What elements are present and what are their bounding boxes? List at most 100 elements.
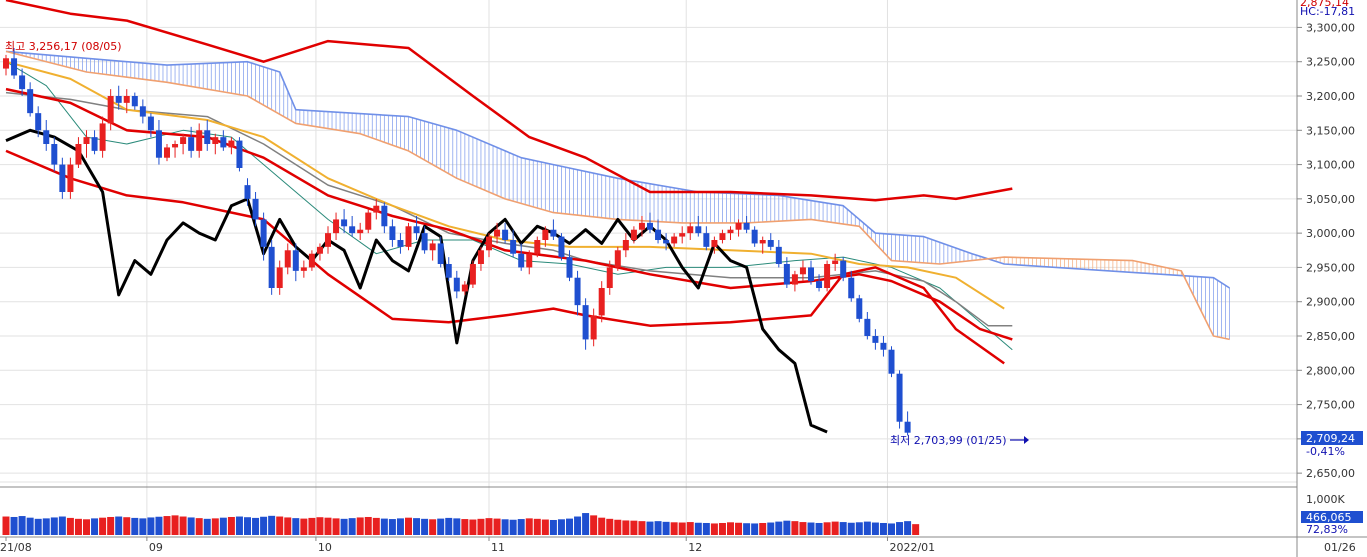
volume-bar	[83, 519, 90, 535]
volume-bar	[678, 522, 686, 535]
candle-body	[566, 257, 573, 278]
volume-bar	[831, 521, 839, 535]
volume-bar	[702, 522, 710, 535]
x-tick-label: 09	[149, 541, 163, 554]
volume-bar	[300, 518, 308, 535]
volume-bar	[235, 516, 243, 535]
candle-body	[727, 229, 734, 234]
volume-bar	[252, 517, 260, 535]
volume-bar	[871, 522, 879, 535]
volume-bar	[155, 516, 163, 535]
volume-bar	[292, 518, 300, 535]
candle-body	[228, 140, 235, 148]
volume-bar	[710, 523, 718, 535]
candle-body	[284, 250, 291, 268]
volume-bar	[308, 517, 316, 535]
volume-bar	[888, 523, 895, 535]
volume-bar	[340, 518, 348, 535]
volume-bar	[582, 513, 590, 535]
y-tick-label: 3,050,00	[1306, 193, 1355, 206]
candle-body	[316, 246, 323, 254]
lagging-line	[5, 128, 828, 434]
candle-body	[534, 240, 541, 254]
candle-body	[59, 164, 66, 192]
change-label: -0,41%	[1306, 445, 1345, 458]
x-tick-label: 2022/01	[889, 541, 935, 554]
candle-body	[526, 253, 533, 268]
candle-body	[864, 318, 871, 336]
volume-bar	[485, 518, 493, 535]
volume-bar	[839, 522, 847, 535]
volume-bar	[429, 519, 437, 535]
x-tick-label: 11	[491, 541, 505, 554]
candle-body	[236, 140, 243, 168]
candle-body	[486, 236, 492, 251]
candle-body	[598, 288, 605, 316]
candle-body	[711, 240, 718, 247]
volume-bar	[34, 518, 42, 535]
volume-bar	[364, 516, 372, 535]
candle-body	[767, 240, 774, 247]
volume-bar	[10, 516, 18, 535]
volume-bar	[622, 520, 630, 535]
y-tick-label: 3,000,00	[1306, 227, 1355, 240]
candle-body	[3, 58, 9, 69]
bollinger-lower-line	[5, 149, 1005, 365]
date-axis-ticks: 21/08 09 10 11 12 2022/01 01/26	[0, 537, 1356, 554]
candle-body	[188, 137, 195, 151]
candle-body	[204, 130, 211, 144]
bollinger-mid-line	[5, 87, 1013, 341]
candle-body	[11, 58, 18, 76]
volume-bar	[445, 517, 453, 535]
volume-bar	[630, 520, 638, 535]
volume-bar	[493, 518, 501, 535]
candle-body	[856, 298, 863, 319]
ma-teal-line	[5, 61, 1013, 351]
volume-bar	[26, 517, 34, 535]
candle-body	[622, 240, 629, 251]
candle-body	[687, 226, 694, 234]
volume-bar	[686, 522, 694, 535]
candle-body	[19, 75, 26, 90]
candle-body	[574, 277, 581, 306]
candle-body	[751, 229, 758, 244]
volume-bar	[574, 516, 582, 535]
volume-bar	[99, 517, 107, 535]
volume-bar	[590, 515, 598, 535]
volume-bar	[388, 519, 396, 535]
volume-bar	[163, 516, 171, 535]
volume-bar	[606, 518, 614, 535]
y-tick-label: 3,300,00	[1306, 21, 1355, 34]
candle-body	[212, 137, 219, 144]
volume-bar	[91, 518, 99, 535]
volume-bar	[638, 521, 646, 535]
candle-body	[510, 240, 517, 254]
volume-bar	[879, 522, 887, 535]
candle-body	[51, 144, 58, 165]
volume-bar	[437, 518, 445, 535]
candle-body	[502, 229, 509, 240]
candle-body	[260, 219, 267, 247]
y-tick-label: 2,650,00	[1306, 467, 1355, 480]
candle-body	[630, 229, 637, 240]
volume-bar	[727, 522, 734, 535]
candle-body	[614, 250, 621, 268]
top-right-label-2: HC:-17,81	[1300, 5, 1355, 18]
volume-bar	[139, 518, 147, 535]
volume-bar	[195, 518, 203, 535]
candle-body	[381, 205, 388, 227]
candle-body	[107, 96, 114, 124]
candle-body	[300, 267, 307, 271]
candle-body	[397, 240, 404, 247]
candle-body	[663, 240, 670, 244]
volume-bar	[372, 517, 380, 535]
candle-body	[147, 116, 154, 131]
candle-body	[743, 222, 750, 230]
volume-pct-label: 72,83%	[1306, 523, 1348, 536]
volume-bar	[348, 518, 356, 535]
candle-body	[832, 260, 839, 264]
volume-bar	[525, 518, 533, 535]
candle-body	[671, 236, 678, 244]
candle-body	[791, 274, 798, 285]
